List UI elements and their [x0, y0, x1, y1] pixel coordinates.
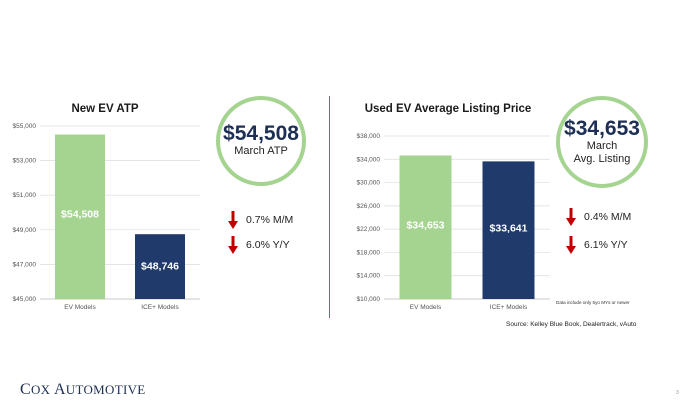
used-ev-chart: $38,000 $34,000 $30,000 $26,000 $22,000 $18,0… — [357, 133, 550, 311]
bar — [55, 134, 105, 299]
x-tick-label: EV Models — [64, 304, 96, 311]
y-tick-label: $14,000 — [357, 273, 381, 280]
bar — [399, 155, 452, 299]
x-tick-label: EV Models — [410, 304, 442, 311]
y-tick-label: $18,000 — [357, 249, 381, 256]
bar-data-label: $48,746 — [141, 260, 179, 272]
y-tick-label: $26,000 — [357, 203, 381, 210]
logo-letter: A — [53, 381, 66, 398]
used-ev-title: Used EV Average Listing Price — [364, 103, 532, 115]
change-left-yy: 6.0% Y/Y — [228, 236, 290, 254]
bar — [135, 234, 185, 299]
change-right-yy-text: 6.1% Y/Y — [584, 239, 628, 251]
kpi-circle-new-ev: $54,508 March ATP — [216, 96, 306, 186]
x-tick-label: ICE+ Models — [490, 304, 528, 311]
logo-letters: UTOMOTIVE — [65, 382, 146, 397]
y-tick-label: $55,000 — [13, 123, 37, 130]
kpi-new-ev-label: March ATP — [234, 145, 288, 158]
y-tick-label: $45,000 — [13, 296, 37, 303]
kpi-new-ev-value: $54,508 — [223, 122, 299, 146]
logo-letter: C — [20, 381, 31, 398]
change-left-mm-text: 0.7% M/M — [246, 214, 294, 226]
y-tick-label: $38,000 — [357, 133, 381, 140]
down-arrow-icon — [228, 236, 238, 254]
bar-data-label: $33,641 — [490, 222, 528, 234]
source-note: Source: Kelley Blue Book, Dealertrack, v… — [506, 321, 637, 328]
data-footnote: Data include only 5yo MYs or newer — [556, 300, 630, 305]
y-tick-label: $10,000 — [357, 296, 381, 303]
x-tick-label: ICE+ Models — [141, 304, 179, 311]
logo-letters: OX — [30, 382, 51, 397]
change-left-yy-text: 6.0% Y/Y — [246, 239, 290, 251]
new-ev-atp-chart: $55,000 $53,000 $51,000 $49,000 $47,000 $45,0… — [13, 123, 200, 311]
kpi-used-ev-label-1: March — [586, 139, 618, 152]
bar-data-label: $34,653 — [407, 219, 445, 231]
y-tick-label: $22,000 — [357, 226, 381, 233]
down-arrow-icon — [566, 236, 576, 254]
bar-data-label: $54,508 — [61, 208, 99, 220]
change-right-mm: 0.4% M/M — [566, 208, 631, 226]
down-arrow-icon — [228, 211, 238, 229]
bar — [482, 161, 535, 299]
section-divider — [329, 96, 330, 318]
kpi-used-ev-value: $34,653 — [564, 116, 640, 140]
change-right-mm-text: 0.4% M/M — [584, 211, 632, 223]
change-left-mm: 0.7% M/M — [228, 211, 293, 229]
kpi-used-ev-label-2: Avg. Listing — [573, 153, 631, 166]
y-tick-label: $49,000 — [13, 227, 37, 234]
y-tick-label: $30,000 — [357, 180, 381, 187]
new-ev-atp-title: New EV ATP — [71, 103, 139, 115]
page-number: 3 — [676, 390, 679, 396]
change-right-yy: 6.1% Y/Y — [566, 236, 628, 254]
down-arrow-icon — [566, 208, 576, 226]
kpi-circle-used-ev: $34,653 March Avg. Listing — [556, 96, 648, 188]
y-tick-label: $51,000 — [13, 192, 37, 199]
cox-automotive-logo: COX AUTOMOTIVE — [20, 381, 146, 399]
y-tick-label: $47,000 — [13, 261, 37, 268]
y-tick-label: $53,000 — [13, 158, 37, 165]
y-tick-label: $34,000 — [357, 156, 381, 163]
